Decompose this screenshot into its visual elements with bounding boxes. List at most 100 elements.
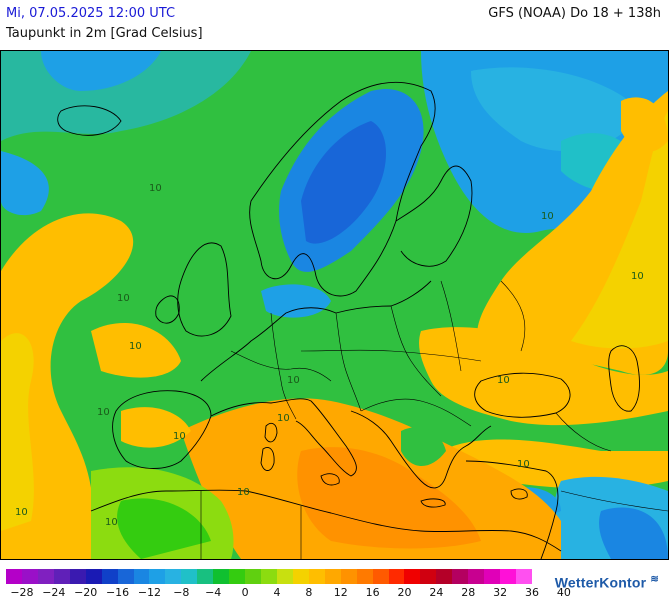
brand-wave-icon: ≋ <box>650 574 659 585</box>
balkans-coast <box>350 410 492 489</box>
field-orange-ukraine <box>419 327 668 426</box>
dewpoint-map: 10 10 10 10 10 10 10 10 10 10 10 10 10 1… <box>0 50 669 560</box>
field-deepblue-middleeast <box>599 507 668 559</box>
legend-swatch <box>436 569 453 584</box>
country-borders <box>200 280 668 559</box>
legend-swatch <box>388 569 405 584</box>
legend-swatch <box>420 569 437 584</box>
border-i <box>555 412 612 452</box>
field-lightblue-russia <box>471 67 641 151</box>
legend-swatch <box>165 569 182 584</box>
ireland-coast <box>155 295 180 324</box>
legend-tick-label: 28 <box>461 586 476 599</box>
contour-label: 10 <box>541 211 554 222</box>
legend-swatch <box>245 569 261 584</box>
turkey-levant-coast <box>465 460 559 559</box>
legend-swatch <box>500 569 516 584</box>
legend-swatch <box>452 569 469 584</box>
legend-tick-label: 32 <box>493 586 508 599</box>
contour-label: 10 <box>129 341 142 352</box>
legend-tick-label: 16 <box>365 586 380 599</box>
legend-swatch <box>21 569 38 584</box>
field-green-northafrica <box>117 498 211 559</box>
legend-swatch <box>181 569 198 584</box>
field-orange-urals <box>621 97 668 152</box>
contour-label: 10 <box>105 517 118 528</box>
legend-tick-label: 24 <box>429 586 444 599</box>
border-b <box>270 312 297 420</box>
forecast-datetime: Mi, 07.05.2025 12:00 UTC <box>6 6 176 21</box>
contour-label: 10 <box>117 293 130 304</box>
northafrica-coast <box>90 489 562 552</box>
contour-labels: 10 10 10 10 10 10 10 10 10 10 10 10 10 1… <box>15 183 644 528</box>
legend-tick-label: −16 <box>105 586 130 599</box>
med-north-coast <box>210 398 357 477</box>
iberia-coast <box>112 390 212 469</box>
legend-swatch <box>516 569 532 584</box>
field-deepblue-sweden <box>301 121 386 244</box>
border-f <box>440 280 462 372</box>
contour-label: 10 <box>149 183 162 194</box>
legend-tick-label: 20 <box>397 586 412 599</box>
legend-swatch <box>101 569 118 584</box>
field-blue-northwest <box>41 51 161 91</box>
legend-swatch <box>261 569 277 584</box>
corsica-coast <box>264 422 278 443</box>
field-orange-iberia <box>121 407 191 448</box>
legend-tick-label: 0 <box>241 586 249 599</box>
legend-swatch <box>149 569 166 584</box>
caspian-coast <box>608 345 640 412</box>
continent-north-coast <box>200 280 432 382</box>
brand-name: WetterKontor <box>554 574 647 591</box>
legend-swatch <box>213 569 230 584</box>
legend-swatch <box>404 569 421 584</box>
legend-tick-label: −24 <box>42 586 66 599</box>
legend-tick-labels: −28 −24 −20 −16 −12 −8 −4 0 4 8 12 16 20 24 28 32 36 40 <box>6 586 571 600</box>
legend-swatch <box>229 569 246 584</box>
border-c <box>335 312 362 412</box>
field-blue-west <box>1 151 49 216</box>
legend-swatch <box>484 569 501 584</box>
legend-tick-label: −8 <box>173 586 190 599</box>
contour-label: 10 <box>173 431 186 442</box>
field-orange-biscay <box>91 322 181 378</box>
color-scale-legend <box>6 569 532 584</box>
legend-swatch <box>324 569 341 584</box>
legend-swatch <box>468 569 485 584</box>
contour-label: 10 <box>497 375 510 386</box>
uk-coast <box>177 242 232 337</box>
legend-swatch <box>85 569 102 584</box>
legend-tick-label: 36 <box>525 586 539 599</box>
field-green-greece <box>401 427 446 466</box>
border-e <box>300 349 482 362</box>
field-yellow-atlantic <box>1 333 34 531</box>
legend-swatch <box>308 569 325 584</box>
legend-tick-label: −12 <box>137 586 162 599</box>
legend-swatch <box>117 569 134 584</box>
border-d <box>390 305 442 397</box>
legend-swatch <box>6 569 22 584</box>
legend-swatch <box>340 569 357 584</box>
legend-swatch <box>69 569 86 584</box>
contour-label: 10 <box>277 413 290 424</box>
contour-label: 10 <box>287 375 300 386</box>
border-h <box>360 398 472 427</box>
legend-tick-label: 12 <box>333 586 348 599</box>
parameter-title: Taupunkt in 2m [Grad Celsius] <box>6 26 203 41</box>
field-darkorange-mediterranean <box>297 447 481 549</box>
border-g <box>500 280 526 352</box>
border-a <box>230 350 332 382</box>
legend-tick-label: 8 <box>305 586 313 599</box>
legend-swatch <box>53 569 70 584</box>
legend-tick-label: −28 <box>10 586 34 599</box>
legend-swatch <box>372 569 389 584</box>
border-l <box>560 490 668 512</box>
legend-tick-label: 40 <box>556 586 571 599</box>
field-blue-baltic <box>261 284 331 318</box>
legend-tick-label: −20 <box>74 586 98 599</box>
legend-tick-label: −4 <box>205 586 222 599</box>
finland-coast <box>395 165 473 267</box>
legend-swatch <box>197 569 214 584</box>
coastlines <box>57 81 640 559</box>
